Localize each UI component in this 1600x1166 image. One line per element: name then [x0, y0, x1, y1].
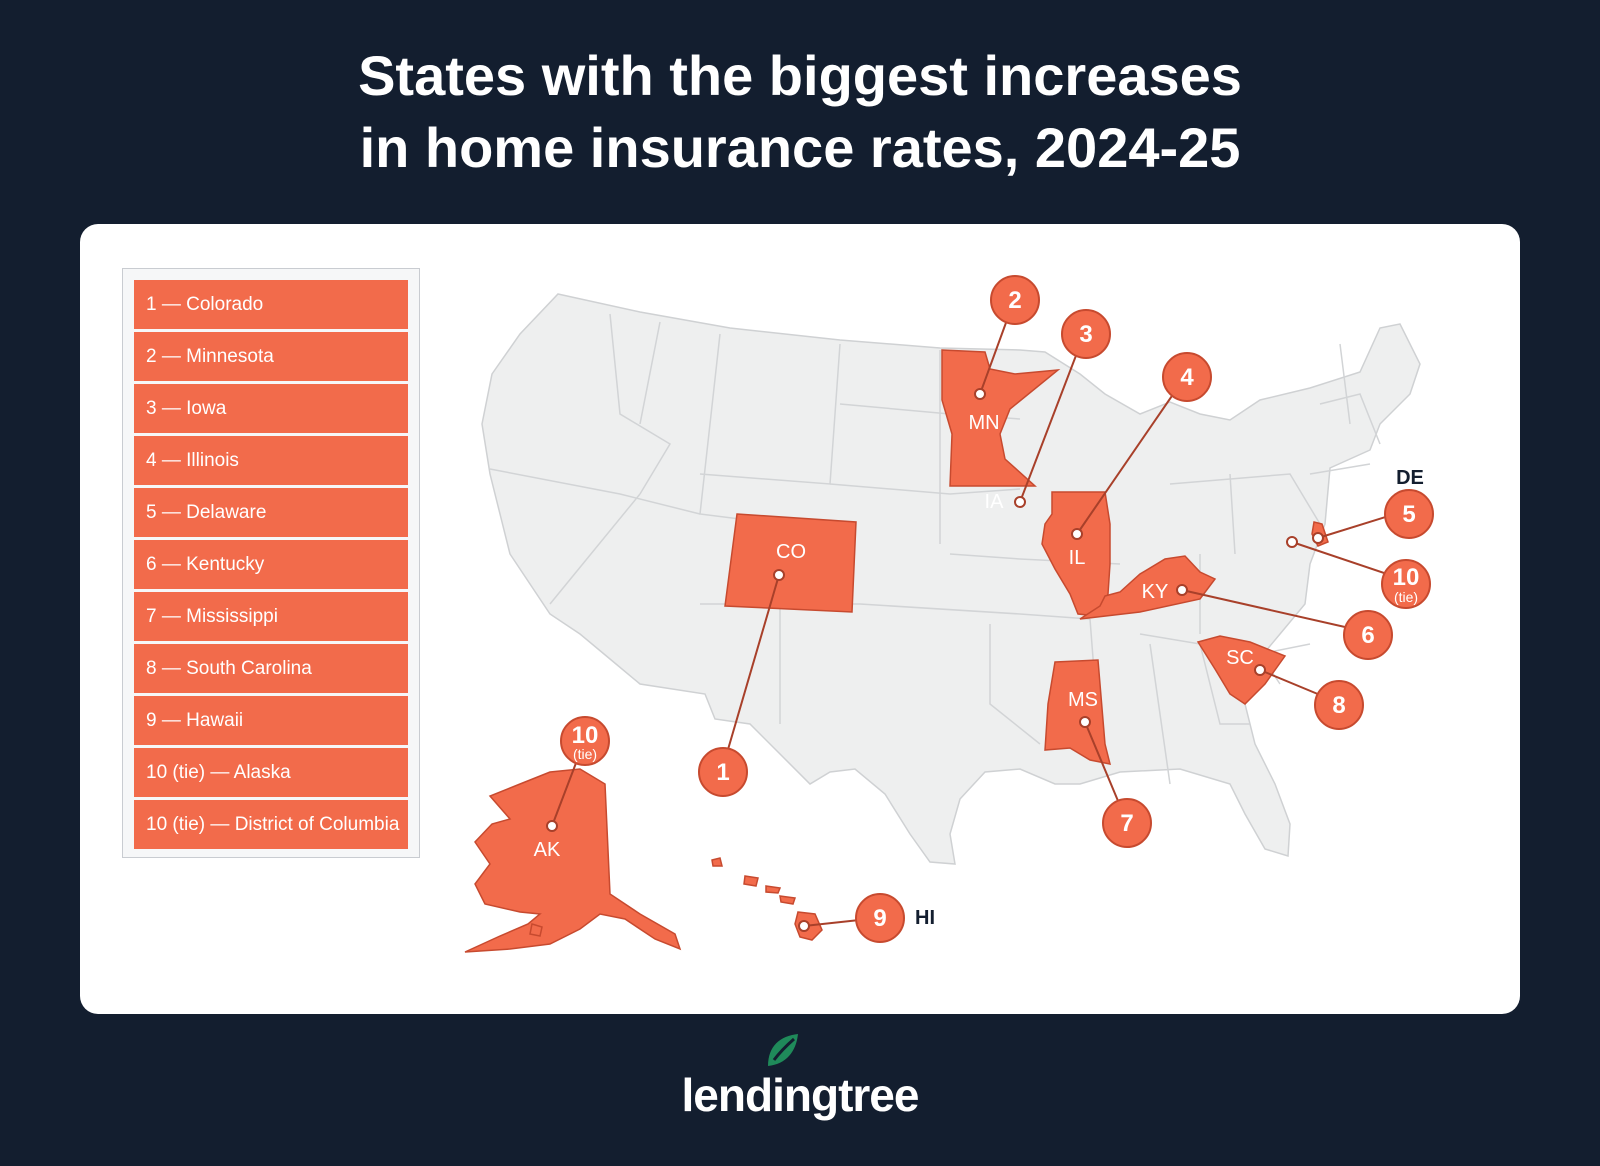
badge-10-ak-number: 10 — [572, 722, 599, 749]
badge-5[interactable]: 5 — [1384, 489, 1434, 539]
label-ms: MS — [1068, 689, 1098, 711]
badge-10-ak[interactable]: 10 (tie) — [560, 716, 610, 766]
hawaii-island-4 — [779, 895, 796, 905]
label-co: CO — [776, 541, 806, 563]
label-ak: AK — [534, 839, 561, 861]
badge-7[interactable]: 7 — [1102, 798, 1152, 848]
badge-8-number: 8 — [1332, 692, 1345, 719]
label-mn: MN — [968, 412, 999, 434]
title-line-1: States with the biggest increases — [358, 44, 1242, 107]
leaf-icon — [768, 1034, 798, 1066]
legend-item-2: 2 — Minnesota — [134, 332, 408, 381]
badge-7-number: 7 — [1120, 810, 1133, 837]
badge-10-dc[interactable]: 10 (tie) — [1381, 559, 1431, 609]
leader-lines — [551, 297, 1409, 927]
badge-6[interactable]: 6 — [1343, 610, 1393, 660]
badge-4-number: 4 — [1180, 364, 1194, 391]
page-title: States with the biggest increases in hom… — [0, 40, 1600, 184]
label-ia: IA — [985, 491, 1005, 513]
brand-name: lendingtree — [681, 1069, 920, 1121]
state-alaska[interactable] — [464, 768, 682, 953]
badge-10-ak-tie: (tie) — [573, 746, 597, 762]
badge-1-number: 1 — [716, 759, 729, 786]
legend-item-10-ak: 10 (tie) — Alaska — [134, 748, 408, 797]
hawaii-island-3 — [765, 885, 782, 894]
legend-item-6: 6 — Kentucky — [134, 540, 408, 589]
state-illinois[interactable] — [1041, 491, 1111, 617]
legend-item-8: 8 — South Carolina — [134, 644, 408, 693]
us-map: CO MN IA IL KY SC MS AK HI DE 1 2 3 4 5 — [80, 224, 1434, 953]
legend-item-10-dc: 10 (tie) — District of Columbia — [134, 800, 408, 849]
state-colorado[interactable] — [724, 513, 857, 613]
badge-4[interactable]: 4 — [1162, 352, 1212, 402]
badge-2-number: 2 — [1008, 287, 1021, 314]
state-mississippi[interactable] — [1044, 659, 1112, 765]
state-south-carolina[interactable] — [1196, 635, 1287, 705]
badge-10-dc-tie: (tie) — [1394, 589, 1418, 605]
badge-5-number: 5 — [1402, 501, 1415, 528]
alaska-island — [529, 923, 543, 937]
label-de: DE — [1396, 467, 1424, 489]
badge-3[interactable]: 3 — [1061, 309, 1111, 359]
badge-9-number: 9 — [873, 905, 886, 932]
map-card: CO MN IA IL KY SC MS AK HI DE 1 2 3 4 5 — [80, 224, 1520, 1014]
title-line-2: in home insurance rates, 2024-25 — [359, 116, 1241, 179]
legend-item-4: 4 — Illinois — [134, 436, 408, 485]
label-sc: SC — [1226, 647, 1254, 669]
badge-3-number: 3 — [1079, 321, 1092, 348]
badge-8[interactable]: 8 — [1314, 680, 1364, 730]
badge-2[interactable]: 2 — [990, 275, 1040, 325]
hawaii-island-1 — [711, 857, 723, 867]
legend-item-3: 3 — Iowa — [134, 384, 408, 433]
badge-1[interactable]: 1 — [698, 747, 748, 797]
legend-item-9: 9 — Hawaii — [134, 696, 408, 745]
rank-legend: 1 — Colorado 2 — Minnesota 3 — Iowa 4 — … — [122, 268, 420, 858]
lendingtree-logo: lendingtree — [0, 1030, 1600, 1130]
legend-item-7: 7 — Mississippi — [134, 592, 408, 641]
badge-10-dc-number: 10 — [1393, 564, 1420, 591]
legend-item-1: 1 — Colorado — [134, 280, 408, 329]
legend-item-5: 5 — Delaware — [134, 488, 408, 537]
state-kentucky[interactable] — [1079, 555, 1217, 620]
state-dots — [546, 388, 1324, 932]
us-base-outline — [481, 293, 1421, 865]
label-hi: HI — [915, 907, 935, 929]
label-ky: KY — [1142, 581, 1169, 603]
badge-6-number: 6 — [1361, 622, 1374, 649]
badge-9[interactable]: 9 — [855, 893, 905, 943]
label-il: IL — [1069, 547, 1086, 569]
hawaii-island-2 — [743, 875, 759, 887]
